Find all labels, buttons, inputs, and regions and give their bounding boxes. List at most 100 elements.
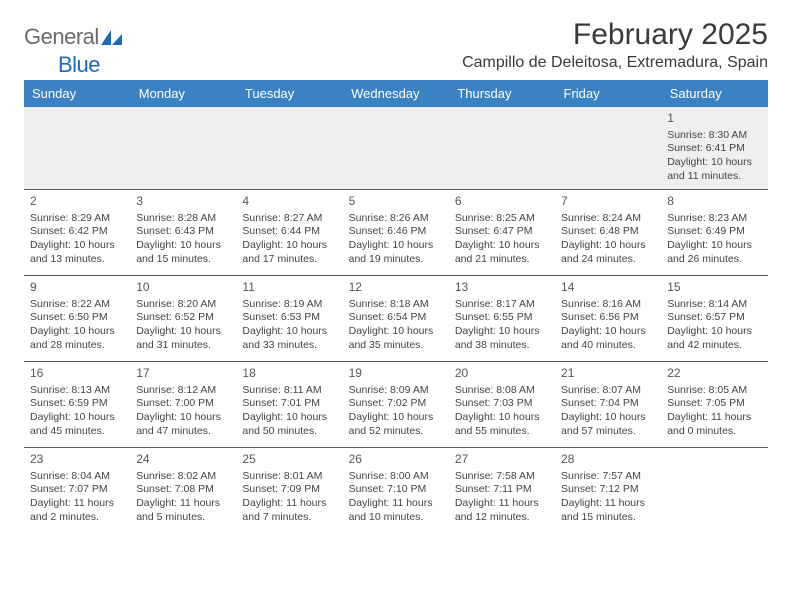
day-number: 15 <box>667 280 761 296</box>
calendar-cell <box>555 107 661 190</box>
sunrise-line: Sunrise: 8:26 AM <box>349 212 443 226</box>
day-number: 7 <box>561 194 655 210</box>
daylight-line-1: Daylight: 10 hours <box>455 239 549 253</box>
day-header: Saturday <box>661 80 767 107</box>
calendar-cell: 10Sunrise: 8:20 AMSunset: 6:52 PMDayligh… <box>130 276 236 362</box>
sunrise-line: Sunrise: 8:24 AM <box>561 212 655 226</box>
daylight-line-2: and 15 minutes. <box>561 511 655 525</box>
sunset-line: Sunset: 7:04 PM <box>561 397 655 411</box>
sunset-line: Sunset: 6:55 PM <box>455 311 549 325</box>
daylight-line-2: and 40 minutes. <box>561 339 655 353</box>
daylight-line-2: and 15 minutes. <box>136 253 230 267</box>
sunset-line: Sunset: 7:05 PM <box>667 397 761 411</box>
calendar-week: 9Sunrise: 8:22 AMSunset: 6:50 PMDaylight… <box>24 276 768 362</box>
daylight-line-2: and 45 minutes. <box>30 425 124 439</box>
sunset-line: Sunset: 6:43 PM <box>136 225 230 239</box>
daylight-line-2: and 42 minutes. <box>667 339 761 353</box>
calendar-cell: 22Sunrise: 8:05 AMSunset: 7:05 PMDayligh… <box>661 362 767 448</box>
sunset-line: Sunset: 6:54 PM <box>349 311 443 325</box>
sunset-line: Sunset: 6:50 PM <box>30 311 124 325</box>
sunrise-line: Sunrise: 8:27 AM <box>242 212 336 226</box>
calendar-cell: 9Sunrise: 8:22 AMSunset: 6:50 PMDaylight… <box>24 276 130 362</box>
sunrise-line: Sunrise: 8:22 AM <box>30 298 124 312</box>
daylight-line-2: and 12 minutes. <box>455 511 549 525</box>
calendar-cell: 1Sunrise: 8:30 AMSunset: 6:41 PMDaylight… <box>661 107 767 190</box>
day-number: 25 <box>242 452 336 468</box>
daylight-line-2: and 50 minutes. <box>242 425 336 439</box>
calendar-cell: 5Sunrise: 8:26 AMSunset: 6:46 PMDaylight… <box>343 190 449 276</box>
calendar-cell: 15Sunrise: 8:14 AMSunset: 6:57 PMDayligh… <box>661 276 767 362</box>
daylight-line-2: and 5 minutes. <box>136 511 230 525</box>
day-header-row: SundayMondayTuesdayWednesdayThursdayFrid… <box>24 80 768 107</box>
daylight-line-1: Daylight: 10 hours <box>667 156 761 170</box>
calendar-cell: 17Sunrise: 8:12 AMSunset: 7:00 PMDayligh… <box>130 362 236 448</box>
day-number: 2 <box>30 194 124 210</box>
daylight-line-1: Daylight: 10 hours <box>30 411 124 425</box>
sunrise-line: Sunrise: 7:58 AM <box>455 470 549 484</box>
brand-text: General Blue <box>24 24 123 78</box>
sunset-line: Sunset: 7:00 PM <box>136 397 230 411</box>
daylight-line-1: Daylight: 10 hours <box>30 239 124 253</box>
daylight-line-1: Daylight: 10 hours <box>349 239 443 253</box>
location-subtitle: Campillo de Deleitosa, Extremadura, Spai… <box>462 54 768 72</box>
calendar-cell: 21Sunrise: 8:07 AMSunset: 7:04 PMDayligh… <box>555 362 661 448</box>
calendar-head: SundayMondayTuesdayWednesdayThursdayFrid… <box>24 80 768 107</box>
daylight-line-2: and 47 minutes. <box>136 425 230 439</box>
sunrise-line: Sunrise: 8:11 AM <box>242 384 336 398</box>
daylight-line-1: Daylight: 10 hours <box>136 325 230 339</box>
calendar-cell: 25 Sunrise: 8:01 AMSunset: 7:09 PMDayligh… <box>236 448 342 534</box>
calendar-table: SundayMondayTuesdayWednesdayThursdayFrid… <box>24 80 768 534</box>
sunrise-line: Sunrise: 7:57 AM <box>561 470 655 484</box>
sunrise-line: Sunrise: 8:02 AM <box>136 470 230 484</box>
daylight-line-2: and 10 minutes. <box>349 511 443 525</box>
daylight-line-1: Daylight: 10 hours <box>561 411 655 425</box>
daylight-line-1: Daylight: 10 hours <box>455 411 549 425</box>
daylight-line-1: Daylight: 11 hours <box>30 497 124 511</box>
sunrise-line: Sunrise: 8:12 AM <box>136 384 230 398</box>
sunrise-line: Sunrise: 8:13 AM <box>30 384 124 398</box>
calendar-cell <box>236 107 342 190</box>
daylight-line-2: and 2 minutes. <box>30 511 124 525</box>
daylight-line-2: and 38 minutes. <box>455 339 549 353</box>
sunset-line: Sunset: 6:59 PM <box>30 397 124 411</box>
sunset-line: Sunset: 6:44 PM <box>242 225 336 239</box>
sunrise-line: Sunrise: 8:00 AM <box>349 470 443 484</box>
sunrise-line: Sunrise: 8:28 AM <box>136 212 230 226</box>
day-number: 20 <box>455 366 549 382</box>
daylight-line-2: and 17 minutes. <box>242 253 336 267</box>
sunset-line: Sunset: 7:09 PM <box>242 483 336 497</box>
day-number: 10 <box>136 280 230 296</box>
sunset-line: Sunset: 7:12 PM <box>561 483 655 497</box>
daylight-line-1: Daylight: 11 hours <box>349 497 443 511</box>
daylight-line-1: Daylight: 10 hours <box>455 325 549 339</box>
day-number: 27 <box>455 452 549 468</box>
header: General Blue February 2025 Campillo de D… <box>24 18 768 80</box>
calendar-cell: 4Sunrise: 8:27 AMSunset: 6:44 PMDaylight… <box>236 190 342 276</box>
sunrise-line: Sunrise: 8:17 AM <box>455 298 549 312</box>
brand-word-1: General <box>24 24 99 49</box>
day-number: 12 <box>349 280 443 296</box>
calendar-week: 23Sunrise: 8:04 AMSunset: 7:07 PMDayligh… <box>24 448 768 534</box>
calendar-cell: 2Sunrise: 8:29 AMSunset: 6:42 PMDaylight… <box>24 190 130 276</box>
calendar-cell: 28Sunrise: 7:57 AMSunset: 7:12 PMDayligh… <box>555 448 661 534</box>
day-number: 5 <box>349 194 443 210</box>
daylight-line-2: and 13 minutes. <box>30 253 124 267</box>
daylight-line-1: Daylight: 11 hours <box>242 497 336 511</box>
day-number: 1 <box>667 111 761 127</box>
sunrise-line: Sunrise: 8:05 AM <box>667 384 761 398</box>
sunrise-line: Sunrise: 8:09 AM <box>349 384 443 398</box>
daylight-line-2: and 26 minutes. <box>667 253 761 267</box>
day-number: 24 <box>136 452 230 468</box>
daylight-line-1: Daylight: 10 hours <box>30 325 124 339</box>
calendar-cell: 3Sunrise: 8:28 AMSunset: 6:43 PMDaylight… <box>130 190 236 276</box>
sunrise-line: Sunrise: 8:20 AM <box>136 298 230 312</box>
sunrise-line: Sunrise: 8:07 AM <box>561 384 655 398</box>
daylight-line-1: Daylight: 11 hours <box>561 497 655 511</box>
daylight-line-1: Daylight: 10 hours <box>136 239 230 253</box>
sunset-line: Sunset: 7:08 PM <box>136 483 230 497</box>
calendar-cell: 23Sunrise: 8:04 AMSunset: 7:07 PMDayligh… <box>24 448 130 534</box>
sunrise-line: Sunrise: 8:01 AM <box>242 470 336 484</box>
daylight-line-2: and 55 minutes. <box>455 425 549 439</box>
brand-word-2: Blue <box>58 52 100 77</box>
sunset-line: Sunset: 7:03 PM <box>455 397 549 411</box>
